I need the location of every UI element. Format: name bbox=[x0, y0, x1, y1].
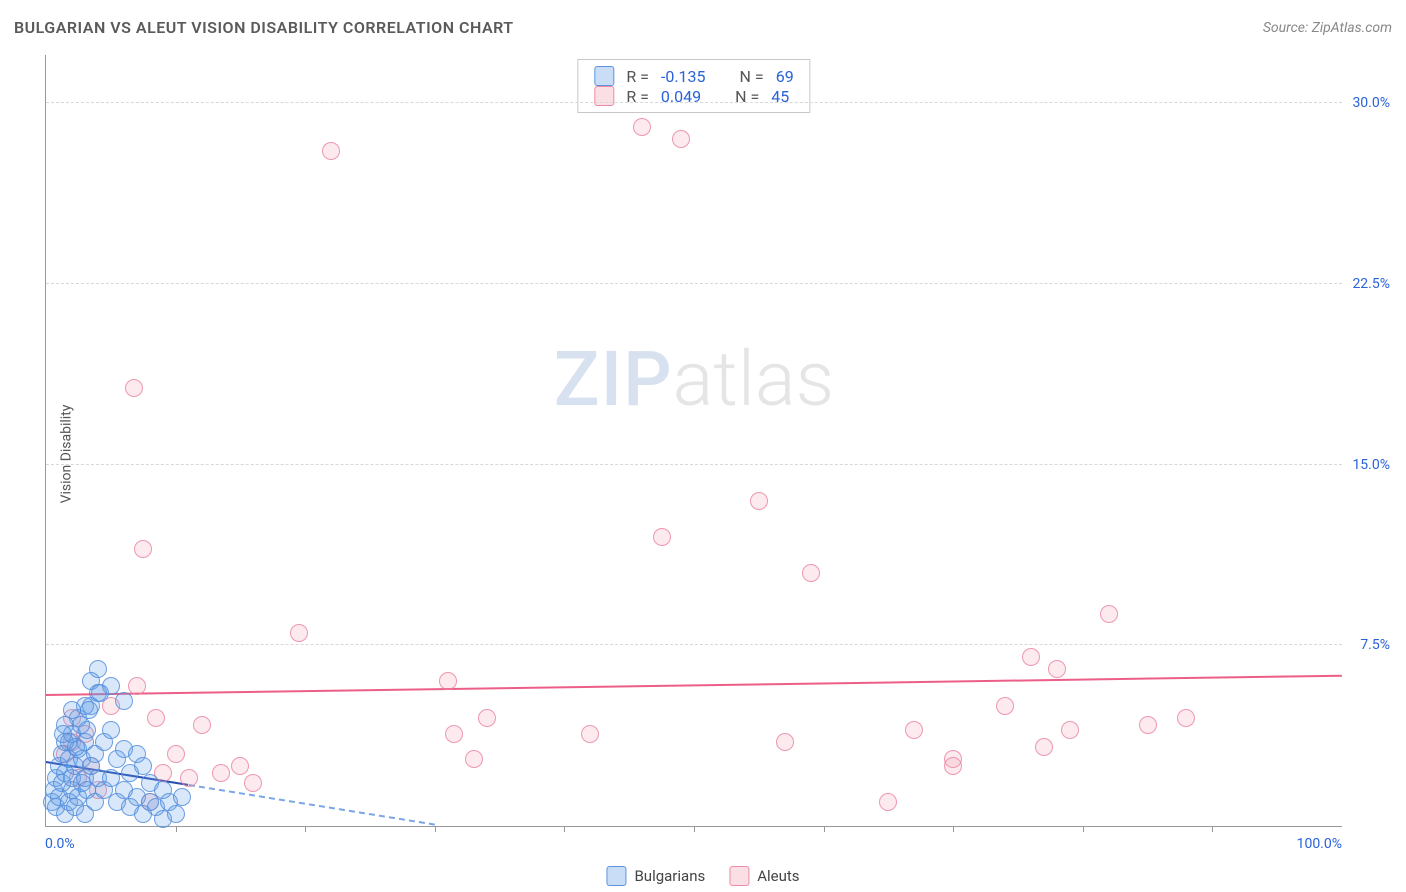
data-point-aleut bbox=[581, 725, 599, 743]
data-point-aleut bbox=[1139, 716, 1157, 734]
n-label: N = bbox=[740, 67, 764, 86]
swatch-pink-icon bbox=[729, 866, 749, 886]
data-point-aleut bbox=[212, 764, 230, 782]
gridline bbox=[46, 464, 1342, 465]
data-point-aleut bbox=[125, 379, 143, 397]
x-min-label: 0.0% bbox=[45, 836, 75, 852]
watermark-atlas: atlas bbox=[673, 334, 835, 424]
chart-source: Source: ZipAtlas.com bbox=[1263, 20, 1392, 36]
data-point-aleut bbox=[1022, 648, 1040, 666]
r-value-bulgarians: -0.135 bbox=[661, 67, 706, 86]
data-point-aleut bbox=[439, 672, 457, 690]
watermark-zip: ZIP bbox=[554, 334, 673, 424]
x-tick bbox=[1212, 826, 1213, 832]
x-tick bbox=[435, 826, 436, 832]
data-point-aleut bbox=[128, 677, 146, 695]
data-point-bulgarian bbox=[67, 738, 85, 756]
data-point-bulgarian bbox=[102, 721, 120, 739]
data-point-aleut bbox=[134, 540, 152, 558]
swatch-blue-icon bbox=[594, 66, 614, 86]
gridline bbox=[46, 283, 1342, 284]
plot-region: ZIPatlas R = -0.135 N = 69 R = 0.049 N =… bbox=[45, 55, 1342, 827]
data-point-aleut bbox=[996, 697, 1014, 715]
chart-area: Vision Disability ZIPatlas R = -0.135 N … bbox=[45, 55, 1392, 852]
data-point-aleut bbox=[802, 564, 820, 582]
trendline-bulgarians-extrapolated bbox=[188, 784, 435, 826]
x-max-label: 100.0% bbox=[1297, 836, 1342, 852]
y-tick-label: 22.5% bbox=[1352, 276, 1390, 292]
swatch-blue-icon bbox=[606, 866, 626, 886]
r-label: R = bbox=[626, 67, 649, 86]
data-point-aleut bbox=[147, 709, 165, 727]
data-point-aleut bbox=[1177, 709, 1195, 727]
correlation-legend: R = -0.135 N = 69 R = 0.049 N = 45 bbox=[577, 59, 810, 113]
gridline bbox=[46, 102, 1342, 103]
x-tick bbox=[694, 826, 695, 832]
y-tick-label: 7.5% bbox=[1360, 637, 1390, 653]
x-tick bbox=[176, 826, 177, 832]
data-point-bulgarian bbox=[91, 684, 109, 702]
data-point-bulgarian bbox=[89, 660, 107, 678]
data-point-bulgarian bbox=[173, 788, 191, 806]
data-point-aleut bbox=[244, 774, 262, 792]
data-point-aleut bbox=[167, 745, 185, 763]
x-tick bbox=[564, 826, 565, 832]
y-tick-label: 30.0% bbox=[1352, 95, 1390, 111]
y-tick-label: 15.0% bbox=[1352, 457, 1390, 473]
data-point-aleut bbox=[193, 716, 211, 734]
data-point-aleut bbox=[322, 142, 340, 160]
legend-label-aleuts: Aleuts bbox=[757, 867, 799, 885]
data-point-aleut bbox=[879, 793, 897, 811]
x-tick bbox=[953, 826, 954, 832]
data-point-bulgarian bbox=[167, 805, 185, 823]
data-point-aleut bbox=[672, 130, 690, 148]
data-point-aleut bbox=[776, 733, 794, 751]
data-point-aleut bbox=[445, 725, 463, 743]
x-tick bbox=[824, 826, 825, 832]
data-point-aleut bbox=[905, 721, 923, 739]
chart-title: BULGARIAN VS ALEUT VISION DISABILITY COR… bbox=[14, 18, 514, 37]
data-point-aleut bbox=[653, 528, 671, 546]
trendline-aleuts bbox=[46, 675, 1342, 696]
chart-header: BULGARIAN VS ALEUT VISION DISABILITY COR… bbox=[14, 18, 1392, 37]
gridline bbox=[46, 644, 1342, 645]
data-point-aleut bbox=[290, 624, 308, 642]
series-legend: Bulgarians Aleuts bbox=[606, 866, 799, 886]
watermark: ZIPatlas bbox=[554, 334, 834, 424]
data-point-aleut bbox=[180, 769, 198, 787]
legend-item-bulgarians: Bulgarians bbox=[606, 866, 705, 886]
data-point-aleut bbox=[231, 757, 249, 775]
data-point-aleut bbox=[1100, 605, 1118, 623]
data-point-aleut bbox=[1035, 738, 1053, 756]
data-point-aleut bbox=[465, 750, 483, 768]
data-point-bulgarian bbox=[115, 692, 133, 710]
corr-row-bulgarians: R = -0.135 N = 69 bbox=[594, 66, 793, 86]
data-point-aleut bbox=[1061, 721, 1079, 739]
data-point-aleut bbox=[750, 492, 768, 510]
data-point-aleut bbox=[1048, 660, 1066, 678]
x-tick bbox=[1083, 826, 1084, 832]
data-point-aleut bbox=[478, 709, 496, 727]
x-tick bbox=[305, 826, 306, 832]
legend-item-aleuts: Aleuts bbox=[729, 866, 799, 886]
data-point-bulgarian bbox=[134, 757, 152, 775]
n-value-bulgarians: 69 bbox=[776, 67, 794, 86]
data-point-aleut bbox=[633, 118, 651, 136]
legend-label-bulgarians: Bulgarians bbox=[634, 867, 705, 885]
data-point-aleut bbox=[944, 757, 962, 775]
